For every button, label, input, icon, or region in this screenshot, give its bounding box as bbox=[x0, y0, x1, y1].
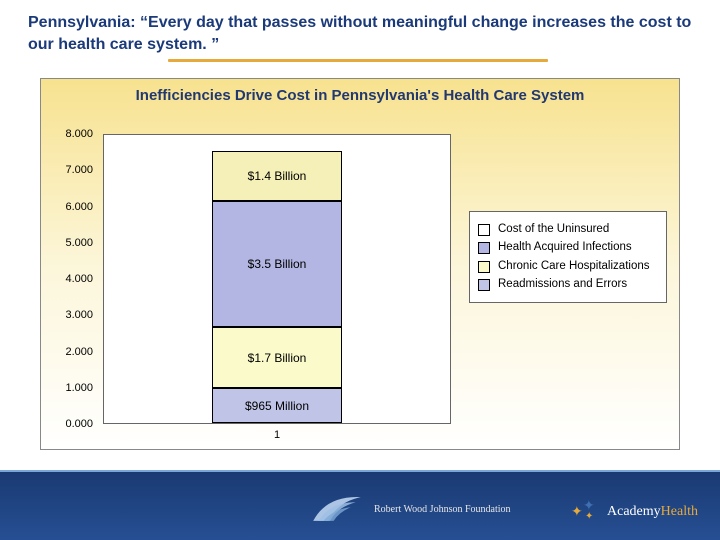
chart-panel: Inefficiencies Drive Cost in Pennsylvani… bbox=[40, 78, 680, 450]
academy-prefix: Academy bbox=[607, 504, 661, 519]
title-underline bbox=[168, 59, 548, 62]
chart-x-tick: 1 bbox=[104, 429, 450, 441]
legend-item: Chronic Care Hospitalizations bbox=[478, 259, 658, 273]
stars-icon: ✦ ✦ ✦ bbox=[571, 500, 601, 524]
academyhealth-text: AcademyHealth bbox=[607, 504, 698, 520]
chart-legend: Cost of the Uninsured Health Acquired Inf… bbox=[469, 211, 667, 303]
bar-segment-readmissions_errors: $965 Million bbox=[212, 388, 342, 423]
academy-suffix: Health bbox=[661, 504, 698, 519]
chart-y-tick: 0.000 bbox=[51, 418, 93, 430]
legend-swatch bbox=[478, 242, 490, 254]
slide: Pennsylvania: “Every day that passes wit… bbox=[0, 0, 720, 540]
legend-item: Cost of the Uninsured bbox=[478, 222, 658, 236]
academyhealth-logo: ✦ ✦ ✦ AcademyHealth bbox=[571, 500, 698, 524]
footer-bar: Robert Wood Johnson Foundation ✦ ✦ ✦ Aca… bbox=[0, 472, 720, 540]
bar-segment-health_acquired_infections: $3.5 Billion bbox=[212, 201, 342, 327]
rwjf-text: Robert Wood Johnson Foundation bbox=[374, 504, 511, 515]
chart-y-tick: 3.000 bbox=[51, 309, 93, 321]
chart-y-tick: 1.000 bbox=[51, 382, 93, 394]
chart-y-tick: 7.000 bbox=[51, 164, 93, 176]
legend-item: Readmissions and Errors bbox=[478, 277, 658, 291]
wing-icon bbox=[310, 492, 364, 526]
star-icon: ✦ bbox=[571, 506, 583, 520]
legend-label: Readmissions and Errors bbox=[498, 277, 627, 291]
legend-label: Cost of the Uninsured bbox=[498, 222, 609, 236]
chart-y-tick: 2.000 bbox=[51, 346, 93, 358]
bar-segment-cost_uninsured: $1.4 Billion bbox=[212, 151, 342, 201]
chart-y-tick: 6.000 bbox=[51, 201, 93, 213]
stacked-bar: $965 Million$1.7 Billion$3.5 Billion$1.4… bbox=[212, 135, 342, 423]
legend-swatch bbox=[478, 261, 490, 273]
star-icon: ✦ bbox=[585, 512, 593, 522]
chart-plot-area: $965 Million$1.7 Billion$3.5 Billion$1.4… bbox=[103, 134, 451, 424]
legend-label: Chronic Care Hospitalizations bbox=[498, 259, 649, 273]
legend-swatch bbox=[478, 224, 490, 236]
rwjf-logo: Robert Wood Johnson Foundation bbox=[310, 492, 511, 526]
chart-y-tick: 5.000 bbox=[51, 237, 93, 249]
legend-item: Health Acquired Infections bbox=[478, 240, 658, 254]
chart-y-tick: 4.000 bbox=[51, 273, 93, 285]
chart-title: Inefficiencies Drive Cost in Pennsylvani… bbox=[41, 87, 679, 106]
legend-label: Health Acquired Infections bbox=[498, 240, 632, 254]
bar-segment-chronic_care: $1.7 Billion bbox=[212, 327, 342, 388]
chart-y-axis: 0.0001.0002.0003.0004.0005.0006.0007.000… bbox=[51, 134, 95, 424]
slide-title: Pennsylvania: “Every day that passes wit… bbox=[28, 12, 692, 55]
chart-y-tick: 8.000 bbox=[51, 128, 93, 140]
legend-swatch bbox=[478, 279, 490, 291]
